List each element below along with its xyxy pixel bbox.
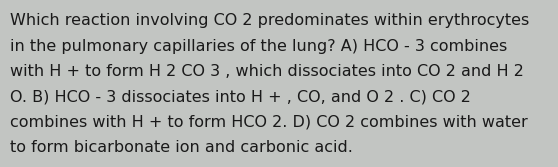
Text: combines with H + to form HCO 2. D) CO 2 combines with water: combines with H + to form HCO 2. D) CO 2… <box>10 115 528 130</box>
Text: Which reaction involving CO 2 predominates within erythrocytes: Which reaction involving CO 2 predominat… <box>10 13 530 28</box>
Text: in the pulmonary capillaries of the lung? A) HCO - 3 combines: in the pulmonary capillaries of the lung… <box>10 39 507 54</box>
Text: O. B) HCO - 3 dissociates into H + , CO, and O 2 . C) CO 2: O. B) HCO - 3 dissociates into H + , CO,… <box>10 90 471 105</box>
Text: with H + to form H 2 CO 3 , which dissociates into CO 2 and H 2: with H + to form H 2 CO 3 , which dissoc… <box>10 64 524 79</box>
Text: to form bicarbonate ion and carbonic acid.: to form bicarbonate ion and carbonic aci… <box>10 140 353 155</box>
